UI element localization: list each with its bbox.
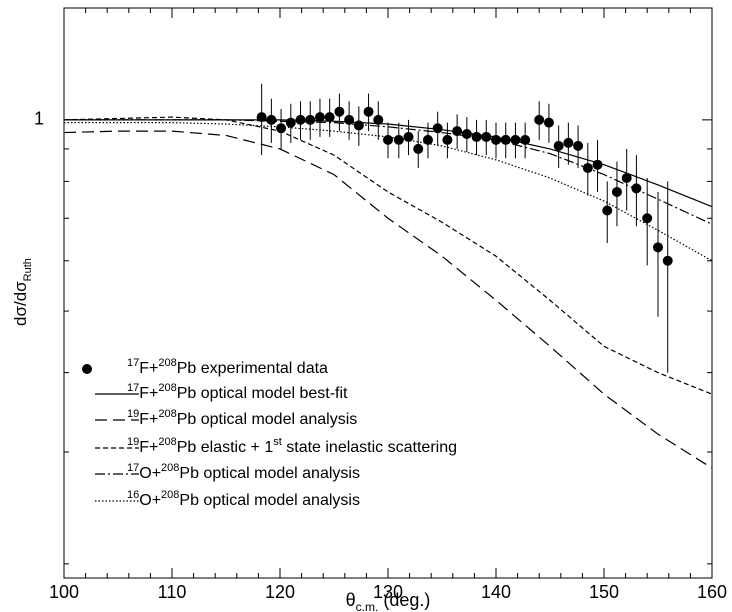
data-point <box>553 140 564 151</box>
x-tick-label: 110 <box>158 582 187 602</box>
legend-label: 16O+208Pb optical model analysis <box>127 489 360 509</box>
data-point <box>295 114 306 125</box>
data-point <box>563 137 574 148</box>
legend-label: 17O+208Pb optical model analysis <box>127 462 360 482</box>
y-axis-label: dσ/dσRuth <box>11 258 33 326</box>
y-label-sub: Ruth <box>22 258 34 281</box>
data-point <box>305 114 316 125</box>
legend-label: 17F+208Pb experimental data <box>127 357 328 377</box>
data-point <box>573 140 584 151</box>
data-point <box>393 134 404 145</box>
data-point <box>481 131 492 142</box>
x-axis-label: θc.m. (deg.) <box>346 590 431 612</box>
y-label-main: dσ/dσ <box>11 281 30 326</box>
data-point <box>256 112 267 123</box>
legend-label: 19F+208Pb elastic + 1st state inelastic … <box>127 436 457 456</box>
data-point <box>510 134 521 145</box>
data-point <box>403 131 414 142</box>
data-point <box>611 186 622 197</box>
data-point <box>442 134 453 145</box>
data-point <box>631 183 642 194</box>
x-tick-label: 130 <box>373 582 403 602</box>
data-point <box>653 242 663 253</box>
data-point <box>621 172 632 183</box>
x-tick-label: 160 <box>697 582 727 602</box>
data-point <box>373 114 384 125</box>
x-tick-label: 120 <box>265 582 295 602</box>
x-tick-label: 140 <box>481 582 511 602</box>
model-curve <box>63 130 713 469</box>
data-point <box>582 162 593 173</box>
data-point <box>344 114 355 125</box>
data-point <box>276 123 287 134</box>
data-point <box>285 117 296 128</box>
data-point <box>363 106 374 117</box>
data-point <box>534 114 545 125</box>
legend-label: 19F+208Pb optical model analysis <box>127 408 357 428</box>
data-point <box>266 114 277 125</box>
x-label-sub: c.m. <box>356 600 379 612</box>
data-point <box>491 134 501 145</box>
data-point <box>602 205 613 216</box>
model-curve <box>63 116 713 395</box>
data-point <box>642 213 653 224</box>
data-point <box>324 112 335 123</box>
data-point <box>543 117 554 128</box>
legend-label: 17F+208Pb optical model best-fit <box>127 382 348 402</box>
x-tick-label: 100 <box>49 582 79 602</box>
data-point <box>500 134 511 145</box>
data-point <box>520 134 531 145</box>
data-point <box>413 143 424 154</box>
data-point <box>422 134 433 145</box>
x-label-unit: (deg.) <box>378 590 430 610</box>
data-point <box>383 134 393 145</box>
legend-marker <box>82 364 92 374</box>
data-point <box>461 129 472 140</box>
data-point <box>334 106 345 117</box>
x-label-symbol: θ <box>346 590 356 610</box>
data-point <box>452 126 463 137</box>
data-point <box>314 112 325 123</box>
data-point <box>471 131 482 142</box>
data-point <box>592 159 603 170</box>
data-point <box>353 120 364 131</box>
y-tick-label: 1 <box>34 109 44 129</box>
model-curve <box>64 122 713 262</box>
data-point <box>432 123 443 134</box>
data-point <box>662 255 673 266</box>
x-tick-label: 150 <box>589 582 619 602</box>
